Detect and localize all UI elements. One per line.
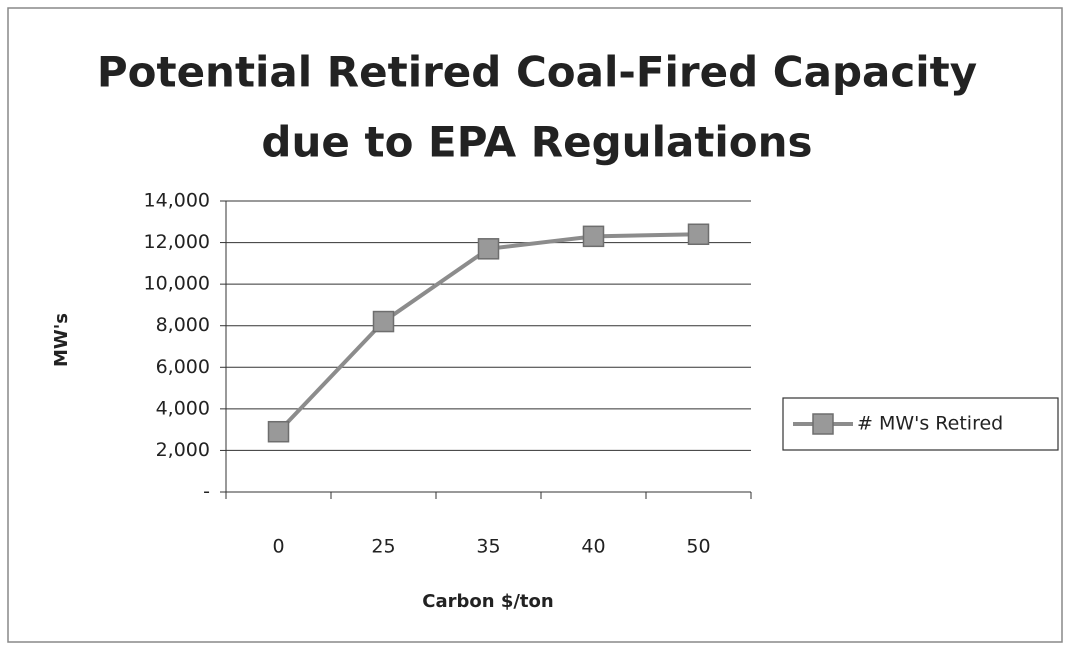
chart-title: due to EPA Regulations [261,118,812,167]
y-tick-label: 8,000 [156,314,210,336]
y-tick-label: 12,000 [144,231,210,253]
x-tick-label: 50 [686,536,710,558]
y-tick-label: 14,000 [144,190,210,212]
y-tick-label: 2,000 [156,439,210,461]
data-point [372,310,395,333]
y-tick-label: 10,000 [144,273,210,295]
y-axis-label: MW's [51,313,72,367]
x-tick-label: 0 [272,536,284,558]
legend-label: # MW's Retired [857,413,1003,435]
legend-marker [812,413,834,435]
data-point [582,225,605,248]
x-tick-label: 40 [581,536,605,558]
chart-border [7,7,1063,643]
y-tick-label: 6,000 [156,356,210,378]
y-tick-label: 4,000 [156,397,210,419]
data-point [687,223,710,246]
data-point [477,238,500,260]
y-tick-label: - [203,481,210,503]
x-axis-label: Carbon $/ton [422,591,553,612]
x-tick-label: 25 [371,536,395,558]
chart-title: Potential Retired Coal-Fired Capacity [97,48,977,97]
x-tick-label: 35 [476,536,500,558]
data-point [267,420,290,443]
